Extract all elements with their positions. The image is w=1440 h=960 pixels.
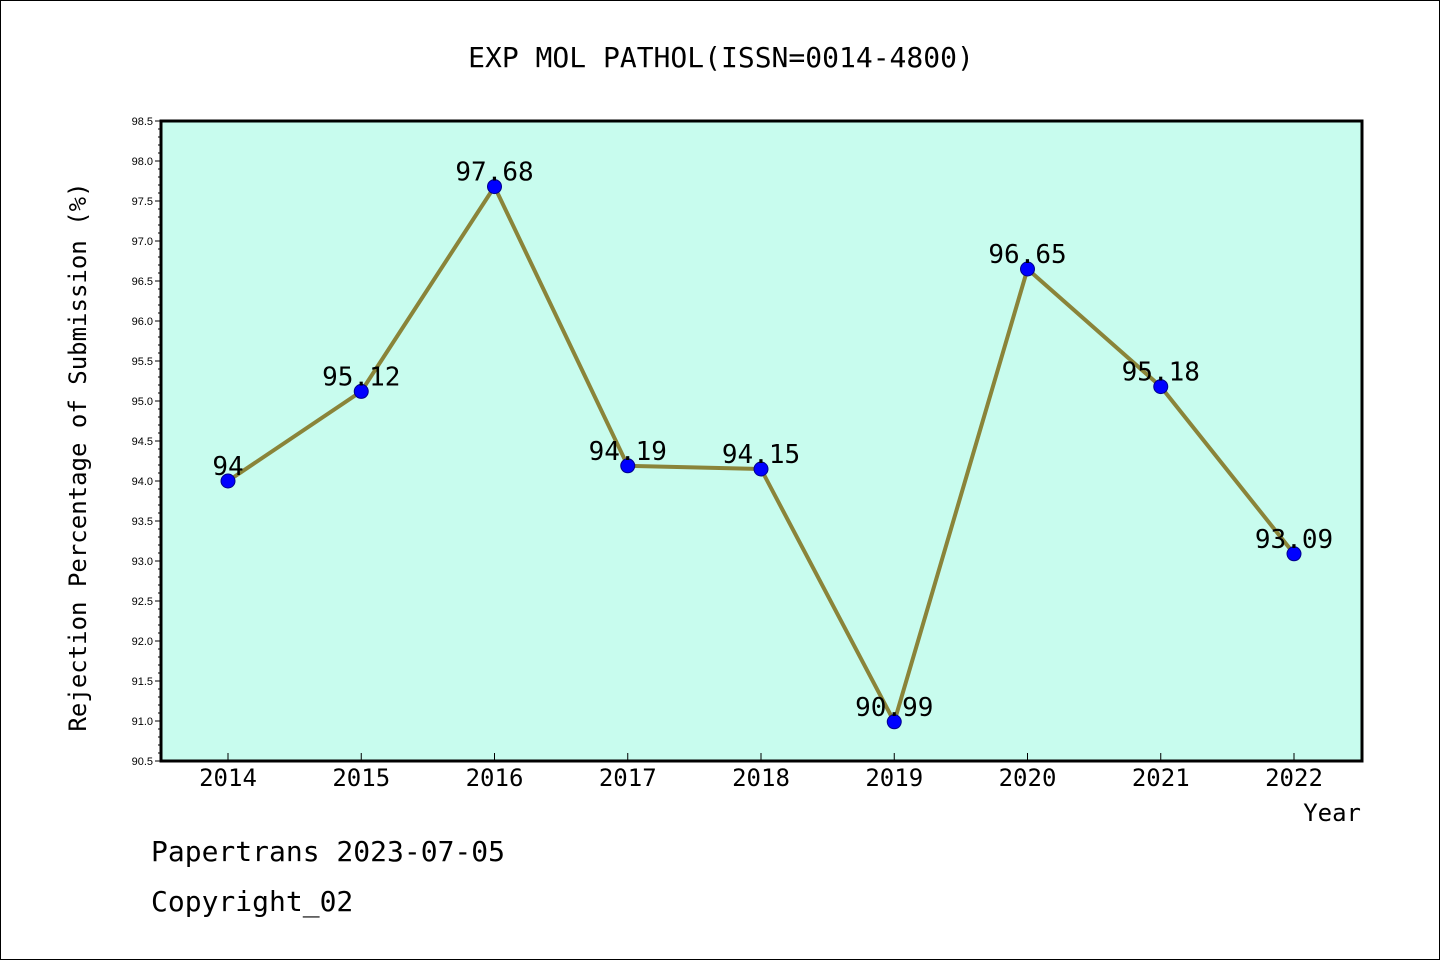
y-tick-label: 96.5 (132, 276, 153, 288)
data-point-marker (220, 473, 236, 489)
axis-ticks: 90.5 91.0 91.5 92.0 92.5 93.0 93.5 94.0 94.5 95.0… (132, 116, 1323, 792)
y-tick-label: 98.0 (132, 156, 153, 168)
y-tick-label: 95.5 (132, 356, 153, 368)
y-tick-label: 94.5 (132, 436, 153, 448)
data-point-marker (1153, 379, 1169, 395)
x-tick-label: 2016 (466, 764, 524, 792)
data-point-marker (1020, 261, 1035, 277)
y-tick-label: 90.5 (132, 756, 153, 768)
data-label: 90.99 (855, 693, 933, 723)
x-tick-label: 2019 (865, 764, 923, 792)
data-label: 95.18 (1122, 358, 1200, 388)
chart-title: EXP MOL PATHOL(ISSN=0014-4800) (468, 41, 974, 74)
y-tick-label: 93.0 (132, 556, 153, 568)
y-tick-label: 92.5 (132, 596, 153, 608)
data-point-marker (353, 383, 369, 399)
y-tick-label: 97.5 (132, 196, 153, 208)
y-tick-label: 92.0 (132, 636, 153, 648)
markers-layer (220, 179, 1302, 730)
footer-copyright: Copyright_02 (151, 885, 354, 918)
y-tick-label: 95.0 (132, 396, 153, 408)
plot-area (161, 121, 1362, 761)
x-tick-label: 2018 (732, 764, 790, 792)
data-label: 95.12 (322, 362, 400, 392)
data-label: 94 (212, 452, 243, 482)
x-tick-label: 2014 (199, 764, 257, 792)
x-axis-label: Year (1303, 799, 1361, 827)
y-axis-label: Rejection Percentage of Submission (%) (64, 182, 92, 731)
x-tick-label: 2021 (1132, 764, 1190, 792)
data-point-marker (753, 461, 769, 477)
data-label: 96.65 (988, 240, 1066, 270)
x-tick-label: 2017 (599, 764, 657, 792)
data-point-marker (620, 458, 636, 474)
data-label: 94.15 (722, 440, 800, 470)
data-point-marker (487, 179, 502, 195)
data-labels-layer: 94 95.12 97.68 94.19 94.15 90.99 96.65 95.18 93.… (212, 158, 1333, 723)
data-point-marker (886, 714, 902, 730)
y-tick-label: 97.0 (132, 236, 153, 248)
data-label: 94.19 (589, 437, 667, 467)
data-label: 97.68 (455, 158, 533, 188)
y-tick-label: 94.0 (132, 476, 153, 488)
x-tick-label: 2020 (999, 764, 1057, 792)
y-tick-label: 98.5 (132, 116, 153, 128)
x-tick-label: 2022 (1265, 764, 1323, 792)
y-tick-label: 91.0 (132, 716, 153, 728)
data-point-marker (1286, 546, 1302, 562)
x-tick-label: 2015 (332, 764, 390, 792)
y-tick-label: 91.5 (132, 676, 153, 688)
data-label: 93.09 (1255, 525, 1333, 555)
y-tick-label: 96.0 (132, 316, 153, 328)
footer-date: Papertrans 2023-07-05 (151, 835, 506, 868)
plot-border (159, 119, 1364, 763)
y-tick-label: 93.5 (132, 516, 153, 528)
